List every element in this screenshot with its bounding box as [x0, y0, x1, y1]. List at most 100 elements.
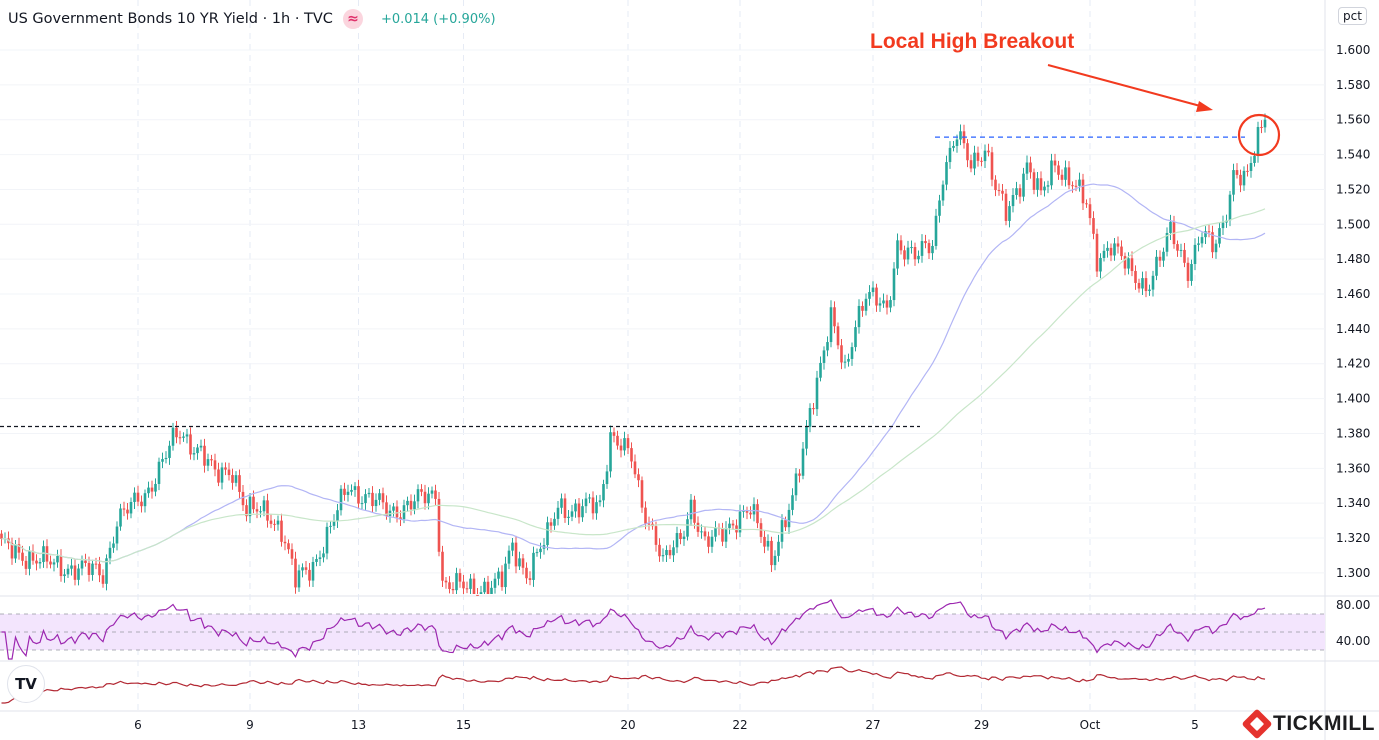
candle-body [21, 552, 24, 561]
candle-body [847, 358, 850, 362]
candle-body [591, 497, 595, 514]
candle-body [899, 240, 903, 251]
candle-body [332, 521, 336, 526]
candle-body [49, 561, 52, 565]
candle-body [73, 565, 77, 580]
candle-body [423, 491, 427, 504]
candle-body [903, 250, 906, 260]
candle-body [980, 160, 983, 162]
candle-body [430, 490, 434, 494]
candle-body [343, 488, 346, 495]
candle-body [56, 555, 59, 563]
candle-body [479, 592, 483, 594]
candle-body [941, 184, 945, 201]
candle-body [339, 488, 343, 511]
y-tick-label: 1.420 [1336, 357, 1370, 371]
candle-body [917, 255, 920, 260]
candle-body [1025, 162, 1029, 174]
candle-body [763, 536, 766, 547]
candle-body [1137, 282, 1141, 289]
candle-body [455, 573, 458, 591]
candle-body [626, 438, 630, 449]
candle-body [696, 522, 700, 532]
candle-body [882, 300, 885, 304]
candle-body [1239, 174, 1242, 186]
candle-body [609, 432, 612, 472]
candle-body [791, 495, 794, 510]
candle-body [91, 563, 94, 575]
candle-body [1029, 162, 1032, 173]
candle-body [1050, 160, 1053, 186]
candle-body [525, 567, 528, 579]
candle-body [203, 445, 206, 466]
candles-group [0, 113, 1267, 596]
candle-body [588, 497, 591, 499]
candle-body [217, 469, 220, 483]
candle-body [448, 582, 451, 590]
candle-body [1204, 231, 1207, 238]
candle-body [1207, 231, 1211, 233]
candle-body [745, 510, 749, 513]
candle-body [80, 560, 84, 569]
candle-body [1071, 185, 1074, 187]
unit-label[interactable]: pct [1338, 7, 1367, 25]
y-tick-label: 1.320 [1336, 531, 1370, 545]
candle-body [451, 589, 455, 591]
candle-body [185, 434, 189, 437]
candle-body [42, 546, 45, 563]
candle-body [731, 523, 735, 526]
candle-body [374, 499, 378, 507]
candle-body [1099, 257, 1102, 272]
approx-equal-icon[interactable]: ≈ [342, 9, 363, 29]
candle-body [311, 561, 315, 581]
candle-body [553, 518, 556, 526]
candle-body [885, 300, 889, 308]
candle-body [189, 434, 192, 455]
symbol-title[interactable]: US Government Bonds 10 YR Yield · 1h · T… [8, 11, 333, 27]
candle-body [623, 438, 626, 451]
candle-body [724, 528, 728, 542]
candle-body [1074, 185, 1078, 187]
y-tick-label: 1.540 [1336, 148, 1370, 162]
candle-body [1246, 170, 1249, 172]
candle-body [1228, 194, 1232, 221]
candle-body [1214, 243, 1218, 253]
x-tick-label: Oct [1080, 718, 1101, 732]
candle-body [35, 560, 38, 564]
candle-body [507, 550, 511, 564]
candle-body [472, 578, 476, 594]
candle-body [773, 555, 777, 566]
candle-body [444, 580, 448, 583]
candle-body [1060, 174, 1064, 180]
candle-body [766, 540, 770, 547]
candle-body [1218, 228, 1221, 244]
candle-body [77, 568, 80, 580]
candle-body [703, 531, 707, 537]
candle-body [630, 448, 633, 462]
candle-body [276, 520, 280, 525]
candle-body [815, 377, 819, 410]
candle-body [826, 342, 829, 351]
candle-body [973, 152, 976, 169]
candle-body [28, 551, 31, 569]
candle-body [413, 501, 416, 510]
candle-body [511, 542, 514, 551]
candle-body [31, 551, 35, 561]
candle-body [266, 500, 269, 521]
candle-body [644, 507, 647, 524]
tradingview-logo[interactable]: TV [7, 665, 45, 703]
candle-body [122, 508, 126, 510]
y-tick-label: 1.600 [1336, 43, 1370, 57]
candle-body [94, 563, 98, 565]
candle-body [997, 190, 1001, 192]
candle-body [1155, 256, 1158, 276]
candle-body [406, 500, 409, 506]
candle-body [245, 505, 248, 517]
candle-body [819, 362, 822, 378]
candle-body [686, 519, 689, 537]
candle-body [10, 543, 14, 559]
candle-body [1120, 246, 1123, 257]
candle-body [171, 427, 175, 446]
indicator2-line [1, 666, 1266, 704]
